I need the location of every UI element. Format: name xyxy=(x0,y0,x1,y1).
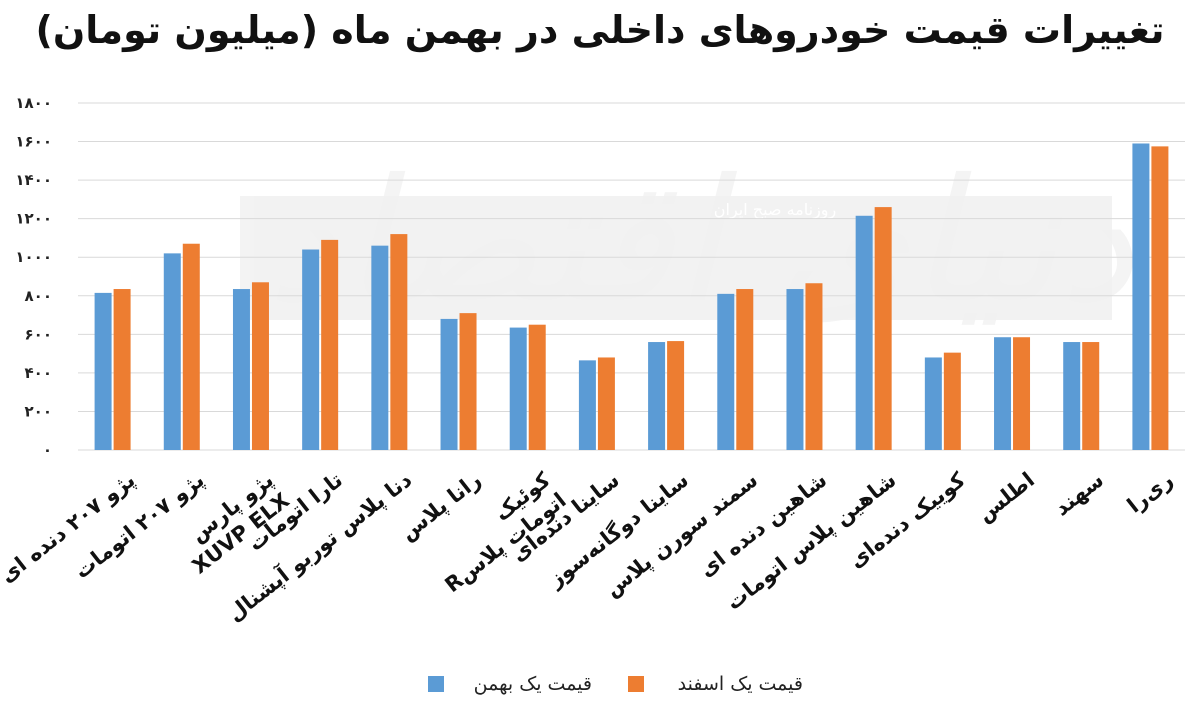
y-tick-label: ۱۴۰۰ xyxy=(15,171,52,189)
x-tick-label: کوییک دنده‌ای xyxy=(844,467,970,573)
y-tick-label: ۲۰۰ xyxy=(25,402,52,420)
legend-swatch-1 xyxy=(428,676,444,692)
bar-series2-16 xyxy=(1151,146,1169,450)
x-tick-label: سهند xyxy=(1050,468,1108,521)
x-tick-label-group: ری‌را xyxy=(1123,468,1178,518)
y-tick-label: ۱۶۰۰ xyxy=(15,133,52,151)
y-axis-ticks: ۰ ۲۰۰ ۴۰۰ ۶۰۰ ۸۰۰ ۱۰۰۰ ۱۲۰۰ ۱۴۰۰ ۱۶۰۰ ۱۸۰۰ xyxy=(15,94,52,459)
y-tick-label: ۴۰۰ xyxy=(25,364,52,382)
bar-series2-8 xyxy=(597,357,615,450)
y-tick-label: ۶۰۰ xyxy=(25,325,52,343)
legend: قیمت یک بهمن قیمت یک اسفند xyxy=(428,673,803,695)
bar-series1-13 xyxy=(924,357,942,450)
bar-series2-10 xyxy=(736,289,754,450)
bar-series2-11 xyxy=(805,283,823,450)
bar-series1-2 xyxy=(163,253,181,450)
bar-series2-1 xyxy=(113,289,131,450)
bar-series2-9 xyxy=(667,341,685,450)
x-tick-label-group: کوییک دنده‌ای xyxy=(844,467,970,573)
bar-series2-7 xyxy=(528,324,546,450)
bar-series1-7 xyxy=(509,327,527,450)
y-tick-label: ۸۰۰ xyxy=(25,287,52,305)
bar-series1-8 xyxy=(578,360,596,450)
bar-series2-14 xyxy=(1013,337,1031,450)
bar-series1-15 xyxy=(1063,342,1081,450)
bar-series2-2 xyxy=(182,243,200,450)
watermark-caption: روزنامه صبح ایران xyxy=(714,200,837,220)
bar-series2-13 xyxy=(943,352,961,450)
bar-series2-4 xyxy=(321,239,339,450)
legend-label-1: قیمت یک بهمن xyxy=(474,673,592,695)
bar-series1-10 xyxy=(717,293,735,450)
bar-series2-15 xyxy=(1082,342,1100,450)
bar-series1-11 xyxy=(786,289,804,450)
bar-series1-1 xyxy=(94,292,112,450)
legend-label-2: قیمت یک اسفند xyxy=(678,673,803,695)
y-tick-label: ۱۸۰۰ xyxy=(15,94,52,112)
y-tick-label: ۱۰۰۰ xyxy=(15,248,52,266)
bar-series1-5 xyxy=(371,245,389,450)
watermark: دنیای اقتصاد روزنامه صبح ایران xyxy=(240,143,1135,341)
x-tick-label: ری‌را xyxy=(1123,468,1178,518)
x-tick-label-group: اطلس xyxy=(973,468,1039,527)
bar-series1-14 xyxy=(994,337,1012,450)
bar-series2-3 xyxy=(251,282,269,450)
bar-series1-16 xyxy=(1132,143,1150,450)
bar-series1-3 xyxy=(232,289,250,450)
bar-series1-12 xyxy=(855,215,873,450)
watermark-brand: دنیای اقتصاد xyxy=(266,143,1135,341)
bar-series2-5 xyxy=(390,234,408,450)
bar-series1-6 xyxy=(440,318,458,450)
y-tick-label: ۱۲۰۰ xyxy=(15,210,52,228)
x-tick-label-group: سهند xyxy=(1050,468,1108,521)
legend-swatch-2 xyxy=(628,676,644,692)
y-tick-label: ۰ xyxy=(43,441,52,459)
bars xyxy=(94,143,1169,450)
bar-series1-4 xyxy=(302,249,320,450)
chart-title: تغییرات قیمت خودروهای داخلی در بهمن ماه … xyxy=(35,8,1165,52)
bar-series1-9 xyxy=(648,342,666,450)
bar-series2-6 xyxy=(459,313,477,450)
bar-series2-12 xyxy=(874,207,892,450)
x-tick-label: اطلس xyxy=(973,468,1039,527)
